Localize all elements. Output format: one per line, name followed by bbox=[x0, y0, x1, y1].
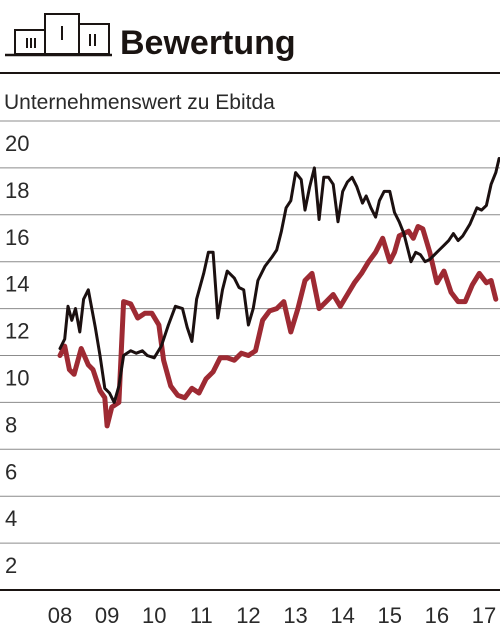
header: Bewertung bbox=[5, 13, 296, 62]
series-line-dark bbox=[58, 157, 500, 404]
y-tick-label: 8 bbox=[5, 412, 17, 437]
chart-title: Bewertung bbox=[120, 24, 296, 62]
y-tick-label: 4 bbox=[5, 506, 17, 531]
x-tick-label: 17 bbox=[472, 603, 496, 628]
x-tick-label: 12 bbox=[236, 603, 260, 628]
y-tick-label: 16 bbox=[5, 225, 29, 250]
x-tick-label: 15 bbox=[378, 603, 402, 628]
buildings-icon bbox=[5, 13, 112, 57]
y-tick-label: 2 bbox=[5, 553, 17, 578]
y-tick-label: 14 bbox=[5, 272, 29, 297]
y-tick-label: 12 bbox=[5, 319, 29, 344]
x-tick-label: 13 bbox=[283, 603, 307, 628]
y-tick-labels: 20 18 16 14 12 10 8 6 4 2 bbox=[5, 131, 29, 578]
x-tick-labels: 08 09 10 11 12 13 14 15 16 17 bbox=[48, 603, 496, 628]
x-tick-label: 10 bbox=[142, 603, 166, 628]
y-axis-label: Unternehmenswert zu Ebitda bbox=[4, 91, 275, 114]
x-tick-label: 11 bbox=[190, 603, 213, 628]
x-tick-label: 09 bbox=[95, 603, 119, 628]
x-tick-label: 08 bbox=[48, 603, 72, 628]
y-tick-label: 6 bbox=[5, 459, 17, 484]
x-tick-label: 14 bbox=[330, 603, 354, 628]
y-tick-label: 18 bbox=[5, 178, 29, 203]
x-tick-label: 16 bbox=[425, 603, 449, 628]
y-tick-label: 10 bbox=[5, 366, 29, 391]
series-lines bbox=[57, 157, 500, 429]
series-line-red bbox=[57, 224, 499, 429]
y-tick-label: 20 bbox=[5, 131, 29, 156]
